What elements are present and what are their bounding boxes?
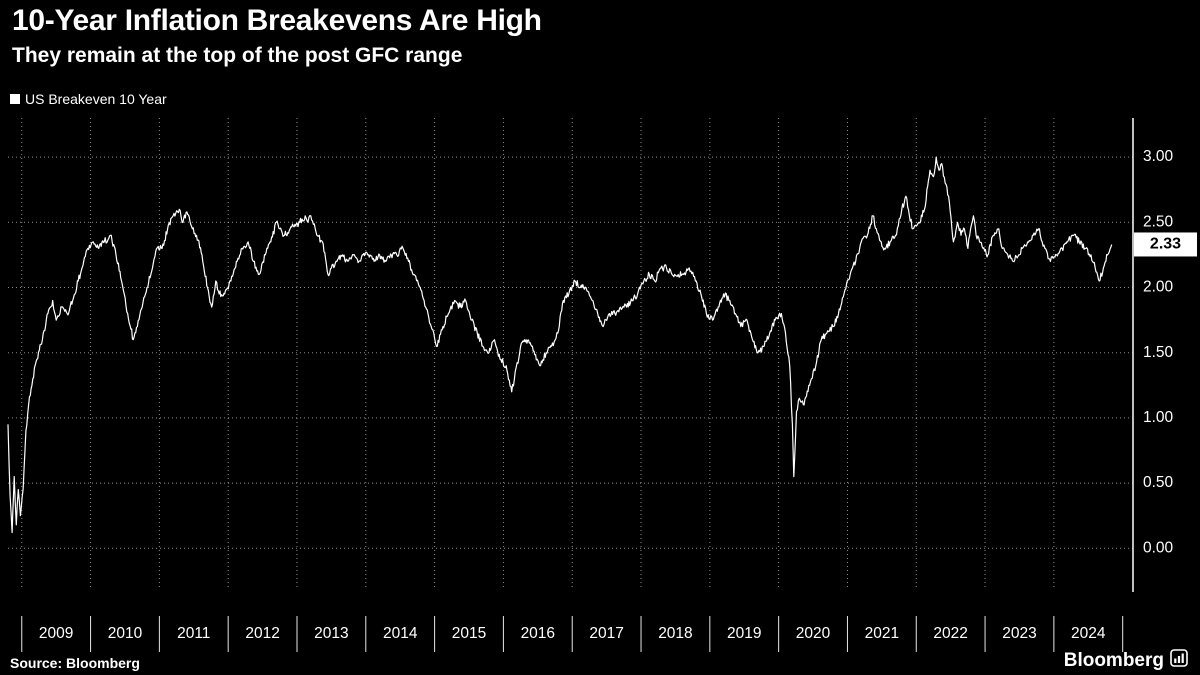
- x-tick-label: 2012: [245, 625, 279, 642]
- breakeven-series-line: [7, 156, 1113, 534]
- x-tick-label: 2009: [39, 625, 73, 642]
- y-tick-label: 1.50: [1143, 344, 1174, 361]
- chart-subtitle: They remain at the top of the post GFC r…: [12, 44, 463, 67]
- x-tick-label: 2015: [452, 625, 486, 642]
- bloomberg-logo-text: Bloomberg: [1063, 650, 1164, 671]
- y-tick-label: 3.00: [1143, 148, 1174, 165]
- x-tick-label: 2016: [521, 625, 555, 642]
- x-tick-label: 2018: [658, 625, 692, 642]
- y-tick-label: 2.50: [1143, 213, 1174, 230]
- x-tick-label: 2017: [589, 625, 623, 642]
- legend-label: US Breakeven 10 Year: [25, 91, 167, 107]
- x-tick-label: 2023: [1002, 625, 1036, 642]
- last-value-label: 2.33: [1150, 236, 1181, 253]
- y-tick-label: 0.50: [1143, 474, 1174, 491]
- x-tick-label: 2010: [108, 625, 143, 642]
- bloomberg-logo: Bloomberg: [1064, 649, 1188, 673]
- x-tick-label: 2024: [1071, 625, 1106, 642]
- last-value-badge: [1134, 232, 1197, 257]
- y-tick-label: 0.00: [1143, 539, 1174, 556]
- x-tick-label: 2020: [796, 625, 831, 642]
- breakeven-line-chart: 0.00 0.50 1.00 1.50 2.00 2.50 3.00 2.33 2009 2010…: [7, 118, 1197, 652]
- bloomberg-chart-icon: [1170, 649, 1188, 673]
- source-attribution: Source: Bloomberg: [10, 655, 140, 671]
- legend: US Breakeven 10 Year: [10, 91, 167, 107]
- x-tick-label: 2014: [383, 625, 418, 642]
- x-tick-label: 2022: [933, 625, 967, 642]
- x-tick-label: 2013: [314, 625, 348, 642]
- chart-title: 10-Year Inflation Breakevens Are High: [12, 4, 542, 37]
- y-tick-label: 2.00: [1143, 279, 1174, 296]
- x-tick-label: 2019: [727, 625, 761, 642]
- x-tick-label: 2021: [865, 625, 899, 642]
- legend-swatch-icon: [10, 94, 20, 104]
- y-tick-label: 1.00: [1143, 409, 1174, 426]
- x-tick-label: 2011: [177, 625, 210, 642]
